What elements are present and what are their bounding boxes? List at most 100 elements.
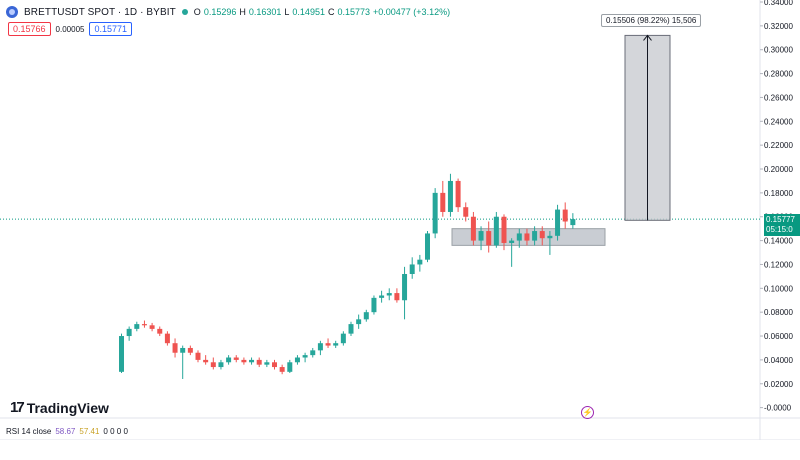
y-tick-label: 0.06000 [764, 332, 793, 341]
candle-body [210, 362, 216, 368]
candle-body [356, 319, 362, 325]
candle-body [524, 233, 530, 241]
candle-body [432, 192, 438, 234]
candle-body [371, 297, 377, 313]
tradingview-mark-icon: 17 [10, 399, 25, 416]
rsi-label: RSI 14 close [6, 427, 52, 436]
ohlc-high-value: 0.16301 [248, 7, 282, 17]
candle-body [425, 233, 430, 260]
y-tick-label: 0.28000 [764, 70, 793, 79]
sell-price-button[interactable]: 0.15766 [8, 22, 51, 36]
candle-body [417, 259, 423, 265]
y-tick-label: 0.24000 [764, 117, 793, 126]
ohlc-open-value: 0.15296 [203, 7, 237, 17]
y-tick-label: 0.02000 [764, 380, 793, 389]
candle-body [287, 362, 293, 372]
candle-body [302, 355, 308, 358]
y-tick-label: 0.30000 [764, 46, 793, 55]
candle-body [241, 359, 247, 363]
candle-body [409, 264, 415, 274]
candle-body [126, 328, 132, 337]
y-tick-label: 0.20000 [764, 165, 793, 174]
candle-body [486, 231, 492, 246]
candle-body [187, 347, 193, 353]
candle-body [470, 216, 476, 241]
candle-body [256, 359, 262, 365]
candle-body [119, 336, 124, 372]
last-price-value: 0.15777 [766, 215, 795, 224]
candle-body [157, 328, 163, 334]
candle-body [340, 333, 346, 344]
candle-body [363, 312, 369, 320]
candle-body [532, 231, 538, 241]
measure-tooltip: 0.15506 (98.22%) 15,506 [601, 14, 702, 27]
candle-body [279, 367, 285, 372]
candle-body [195, 352, 201, 360]
candle-body [463, 207, 469, 217]
ohlc-open-key: O [193, 7, 201, 17]
ohlc-low-key: L [284, 7, 290, 17]
price-chart[interactable]: 0.34000 0.32000 0.30000 0.28000 0.26000 0.240… [0, 0, 800, 440]
y-tick-label: 0.14000 [764, 237, 793, 246]
ohlc-high-key: H [239, 7, 246, 17]
candle-body [562, 209, 568, 222]
y-tick-label: 0.32000 [764, 22, 793, 31]
candle-body [310, 350, 316, 356]
candle-body [249, 359, 255, 363]
rsi-ma-value: 57.41 [79, 427, 100, 436]
candle-body [149, 325, 155, 329]
event-flash-icon[interactable]: ⚡ [581, 406, 594, 419]
candle-body [386, 293, 392, 296]
ohlc-close-key: C [327, 7, 335, 17]
candle-body [501, 216, 507, 243]
tradingview-wordmark: TradingView [26, 399, 109, 416]
candle-body [440, 192, 446, 212]
spread-value: 0.00005 [55, 24, 85, 34]
y-tick-label: 0.10000 [764, 284, 793, 293]
y-tick-label: 0.08000 [764, 308, 793, 317]
candle-body [379, 295, 385, 298]
rsi-legend: RSI 14 close 58.67 57.41 0 0 0 0 [6, 427, 128, 436]
candle-body [226, 357, 232, 363]
candle-body [516, 233, 522, 241]
y-tick-label: -0.0000 [764, 404, 792, 413]
candle-body [141, 324, 147, 326]
candle-body [348, 324, 354, 334]
market-status-dot-icon [181, 9, 188, 15]
candle-body [555, 209, 561, 236]
candle-body [325, 343, 331, 346]
candle-body [264, 362, 270, 365]
y-tick-label: 0.04000 [764, 356, 793, 365]
y-tick-label: 0.34000 [764, 0, 793, 7]
bar-countdown: 05:15:0 [766, 225, 793, 234]
ohlc-close-value: 0.15773 [337, 7, 371, 17]
buy-price-button[interactable]: 0.15771 [89, 22, 133, 36]
candle-body [233, 357, 239, 360]
candle-body [172, 343, 178, 353]
y-tick-label: 0.18000 [764, 189, 793, 198]
candle-body [294, 357, 300, 363]
candle-body [272, 362, 277, 368]
candle-body [333, 343, 339, 346]
candle-body [402, 274, 408, 301]
last-price-tag: 0.15777 05:15:0 [764, 214, 800, 236]
symbol-title[interactable]: BRETTUSDT SPOT · 1D · BYBIT [24, 6, 176, 18]
y-tick-label: 0.26000 [764, 93, 793, 102]
trade-panel: 0.15766 0.00005 0.15771 [8, 22, 133, 36]
candle-body [317, 343, 323, 351]
candle-body [164, 333, 170, 344]
candle-body [547, 235, 553, 239]
candle-body [478, 231, 484, 241]
brett-coin-icon[interactable] [6, 6, 18, 18]
ohlc-values: O 0.15296 H 0.16301 L 0.14951 C 0.15773 +0.0… [194, 7, 450, 17]
candle-body [180, 347, 186, 353]
tradingview-logo[interactable]: 17 TradingView [10, 399, 109, 416]
candle-body [539, 231, 545, 239]
candle-body [394, 293, 400, 301]
candle-body [570, 219, 576, 226]
rsi-extra-values: 0 0 0 0 [103, 427, 128, 436]
rsi-value: 58.67 [55, 427, 76, 436]
measure-arrow-head [643, 34, 652, 41]
chart-header: BRETTUSDT SPOT · 1D · BYBIT O 0.15296 H 0.… [6, 4, 450, 20]
candle-body [203, 359, 209, 363]
